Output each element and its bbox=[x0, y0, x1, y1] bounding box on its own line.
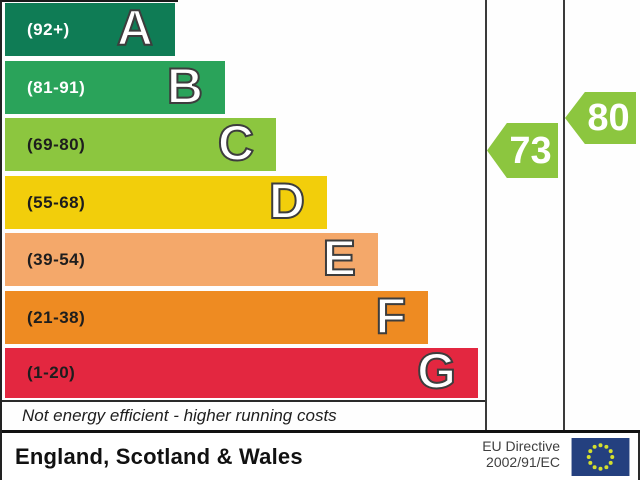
band-range-label: (81-91) bbox=[27, 77, 86, 97]
band-row-c: (69-80) C bbox=[5, 114, 276, 171]
footer-bar: England, Scotland & Wales EU Directive 2… bbox=[2, 433, 640, 480]
band-range-label: (55-68) bbox=[27, 192, 86, 212]
eu-flag-icon bbox=[571, 438, 630, 476]
footer-right-border bbox=[638, 433, 640, 480]
band-letter: B bbox=[166, 57, 204, 114]
potential-column-divider bbox=[563, 0, 565, 433]
band-row-f: (21-38) F bbox=[5, 287, 428, 344]
band-range-label: (69-80) bbox=[27, 134, 86, 154]
band-range-label: (92+) bbox=[27, 19, 70, 39]
band-row-g: (1-20) G bbox=[5, 343, 478, 399]
potential-rating-value: 80 bbox=[587, 97, 630, 139]
band-range-label: (39-54) bbox=[27, 249, 86, 269]
band-row-a: (92+) A bbox=[5, 0, 175, 56]
band-letter: G bbox=[416, 343, 457, 399]
band-letter: C bbox=[217, 114, 255, 171]
band-letter: E bbox=[322, 229, 357, 286]
band-letter: D bbox=[268, 172, 306, 229]
eu-directive-line2: 2002/91/EC bbox=[486, 454, 560, 470]
footer-note-top-border bbox=[2, 400, 485, 402]
eu-directive-line1: EU Directive bbox=[482, 438, 560, 454]
eu-directive-label: EU Directive 2002/91/EC bbox=[482, 438, 560, 470]
not-efficient-note-text: Not energy efficient - higher running co… bbox=[22, 406, 337, 425]
chart-top-border bbox=[2, 0, 178, 2]
current-rating-arrow: 73 bbox=[487, 123, 558, 178]
band-letter: A bbox=[116, 0, 154, 56]
band-row-b: (81-91) B bbox=[5, 57, 225, 114]
region-label: England, Scotland & Wales bbox=[15, 443, 303, 469]
band-letter: F bbox=[374, 287, 407, 344]
not-efficient-note: Not energy efficient - higher running co… bbox=[2, 402, 485, 430]
potential-rating-arrow: 80 bbox=[565, 92, 636, 144]
band-row-e: (39-54) E bbox=[5, 229, 378, 286]
band-range-label: (21-38) bbox=[27, 307, 86, 327]
current-column-divider bbox=[485, 0, 487, 433]
chart-footer-divider bbox=[2, 430, 640, 433]
band-row-d: (55-68) D bbox=[5, 172, 327, 229]
band-range-label: (1-20) bbox=[27, 363, 76, 382]
current-rating-value: 73 bbox=[509, 129, 552, 172]
